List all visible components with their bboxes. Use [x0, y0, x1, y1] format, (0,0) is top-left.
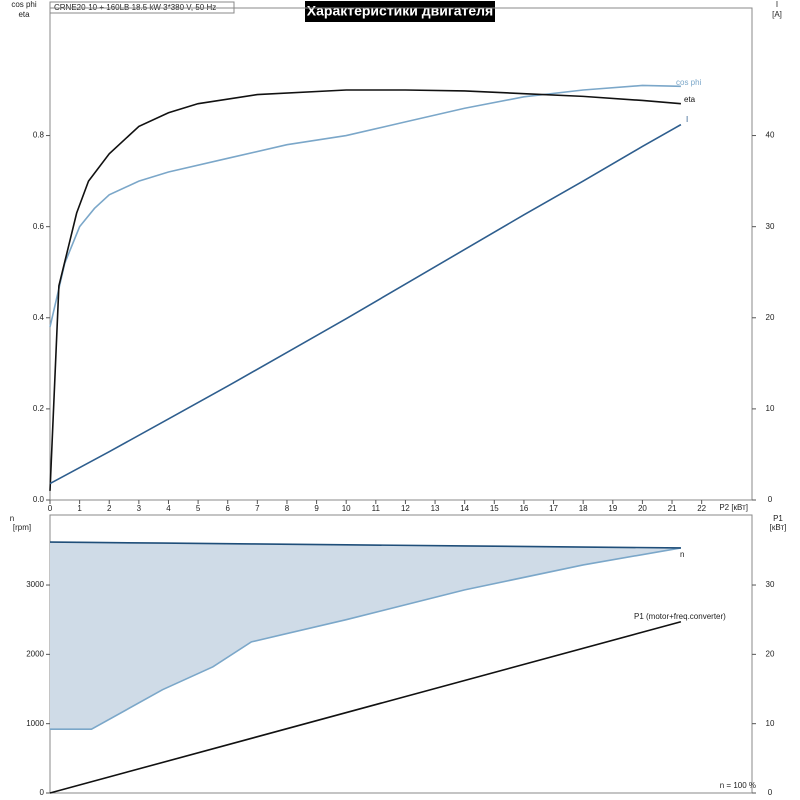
- series-line: [49, 84, 681, 328]
- y-tick-label: 0.6: [33, 222, 45, 231]
- y2-tick-label: 40: [766, 131, 775, 140]
- x-tick-label: 2: [107, 504, 112, 513]
- range-lower-line: [50, 547, 682, 731]
- series-line: [49, 541, 681, 549]
- series-line: [49, 123, 682, 485]
- x-tick-label: 10: [342, 504, 351, 513]
- y2-tick-label: 20: [766, 649, 775, 658]
- y2-tick-label: 30: [766, 580, 775, 589]
- series-label: n: [680, 550, 684, 559]
- series-label: P1 (motor+freq.converter): [634, 612, 726, 621]
- y2-tick-label: 10: [766, 404, 775, 413]
- x-axis-label: P2 [кВт]: [719, 503, 748, 512]
- y-tick-label: 2000: [26, 649, 44, 658]
- y-tick-label: 0.8: [33, 131, 45, 140]
- x-tick-label: 8: [285, 504, 290, 513]
- x-tick-label: 6: [225, 504, 230, 513]
- y2-tick-label: 30: [766, 222, 775, 231]
- x-tick-label: 18: [579, 504, 588, 513]
- y2-tick-label: 0: [768, 495, 773, 504]
- y2-tick-label: 0: [768, 788, 773, 797]
- series-line: [49, 620, 682, 794]
- x-tick-label: 15: [490, 504, 499, 513]
- x-tick-label: 17: [549, 504, 558, 513]
- x-tick-label: 7: [255, 504, 260, 513]
- series-label: cos phi: [676, 78, 702, 87]
- series-line: [49, 89, 681, 491]
- x-tick-label: 16: [519, 504, 528, 513]
- series-label: I: [686, 115, 688, 124]
- chart-title: Характеристики двигателя: [307, 3, 493, 19]
- title-box: [305, 1, 495, 22]
- y-axis-label: n: [10, 514, 14, 523]
- x-tick-label: 9: [314, 504, 319, 513]
- y2-axis-label: P1: [773, 514, 783, 523]
- y-axis-label: cos phi: [11, 0, 37, 9]
- x-tick-label: 12: [401, 504, 410, 513]
- range-area: [50, 542, 681, 730]
- y2-axis-label: [кВт]: [770, 523, 787, 532]
- plot-frame: [49, 7, 753, 501]
- y2-tick-label: 20: [766, 313, 775, 322]
- x-tick-label: 21: [668, 504, 677, 513]
- x-tick-label: 0: [48, 504, 53, 513]
- x-tick-label: 19: [608, 504, 617, 513]
- series-label: eta: [684, 95, 696, 104]
- y-tick-label: 0.4: [33, 313, 45, 322]
- x-tick-label: 11: [372, 504, 381, 513]
- x-tick-label: 5: [196, 504, 201, 513]
- y2-axis-label: I: [776, 0, 778, 9]
- x-tick-label: 20: [638, 504, 647, 513]
- annotation: n = 100 %: [720, 781, 756, 790]
- y-tick-label: 0: [40, 788, 45, 797]
- x-tick-label: 4: [166, 504, 171, 513]
- y-tick-label: 0.2: [33, 404, 45, 413]
- x-tick-label: 3: [137, 504, 142, 513]
- x-tick-label: 14: [460, 504, 469, 513]
- y-axis-label: [rpm]: [13, 523, 31, 532]
- x-tick-label: 13: [431, 504, 440, 513]
- y2-tick-label: 10: [766, 719, 775, 728]
- x-tick-label: 1: [77, 504, 82, 513]
- y2-axis-label: [A]: [772, 10, 782, 19]
- y-tick-label: 1000: [26, 719, 44, 728]
- y-axis-label: eta: [18, 10, 30, 19]
- y-tick-label: 3000: [26, 580, 44, 589]
- x-tick-label: 22: [697, 504, 706, 513]
- y-tick-label: 0.0: [33, 495, 45, 504]
